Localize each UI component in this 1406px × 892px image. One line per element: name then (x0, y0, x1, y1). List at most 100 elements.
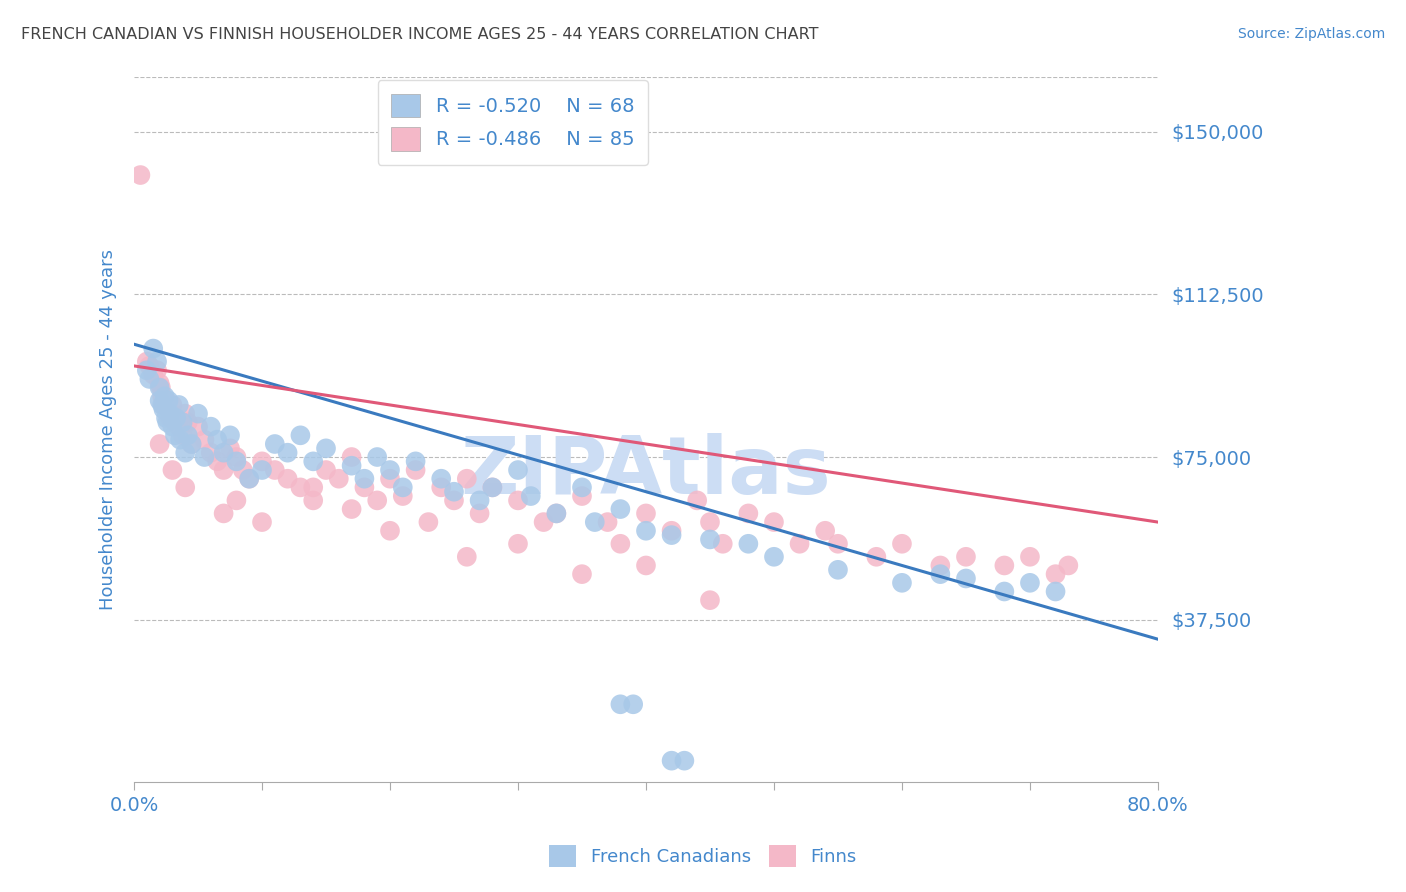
Point (699, 515, 721, 529)
Point (456, 549, 478, 564)
Point (1045, 567, 1067, 582)
Point (571, 567, 593, 582)
Point (177, 415, 200, 429)
Point (153, 389, 176, 403)
Point (177, 428, 200, 442)
Point (468, 493, 491, 508)
Point (546, 507, 568, 521)
Point (159, 407, 181, 421)
Point (142, 342, 165, 356)
Point (673, 754, 696, 768)
Point (157, 402, 180, 417)
Point (340, 458, 363, 473)
Point (180, 437, 202, 451)
Point (149, 381, 172, 395)
Point (634, 558, 657, 573)
Point (302, 493, 325, 508)
Point (634, 507, 657, 521)
Y-axis label: Householder Income Ages 25 - 44 years: Householder Income Ages 25 - 44 years (100, 250, 117, 610)
Point (162, 463, 184, 477)
Point (405, 454, 427, 468)
Point (263, 463, 285, 477)
Point (138, 359, 160, 373)
Point (481, 480, 503, 494)
Point (200, 419, 222, 434)
Point (827, 537, 849, 551)
Point (340, 450, 363, 464)
Point (699, 593, 721, 607)
Point (891, 575, 914, 590)
Point (219, 428, 242, 442)
Point (205, 433, 228, 447)
Point (250, 515, 273, 529)
Legend: R = -0.520    N = 68, R = -0.486    N = 85: R = -0.520 N = 68, R = -0.486 N = 85 (378, 80, 648, 164)
Point (193, 433, 215, 447)
Point (468, 507, 491, 521)
Point (250, 463, 273, 477)
Point (212, 507, 235, 521)
Point (609, 502, 631, 516)
Point (277, 445, 299, 459)
Point (174, 407, 197, 421)
Point (187, 407, 209, 421)
Point (391, 489, 413, 503)
Point (162, 419, 184, 434)
Point (156, 415, 179, 429)
Point (762, 549, 785, 564)
Point (993, 558, 1015, 573)
Point (865, 549, 887, 564)
Point (661, 528, 683, 542)
Point (737, 537, 759, 551)
Point (699, 533, 721, 547)
Point (762, 515, 785, 529)
Point (1019, 575, 1042, 590)
Point (621, 698, 644, 712)
Point (609, 537, 631, 551)
Point (366, 493, 388, 508)
Text: ZIPAtlas: ZIPAtlas (461, 434, 831, 511)
Point (193, 450, 215, 464)
Point (225, 493, 247, 508)
Point (378, 472, 401, 486)
Point (149, 437, 172, 451)
Point (157, 393, 180, 408)
Point (405, 463, 427, 477)
Point (277, 472, 299, 486)
Point (506, 463, 529, 477)
Point (737, 507, 759, 521)
Legend: French Canadians, Finns: French Canadians, Finns (543, 838, 863, 874)
Point (315, 442, 337, 456)
Point (340, 502, 363, 516)
Point (250, 454, 273, 468)
Point (891, 537, 914, 551)
Point (571, 489, 593, 503)
Point (634, 524, 657, 538)
Point (149, 376, 172, 391)
Point (456, 472, 478, 486)
Point (302, 454, 325, 468)
Point (814, 524, 837, 538)
Point (546, 507, 568, 521)
Point (155, 393, 177, 408)
Point (238, 472, 260, 486)
Point (430, 480, 453, 494)
Point (1057, 558, 1080, 573)
Point (165, 411, 187, 425)
Point (180, 437, 202, 451)
Point (443, 484, 465, 499)
Point (212, 463, 235, 477)
Point (1019, 549, 1042, 564)
Point (609, 698, 631, 712)
Point (391, 480, 413, 494)
Point (571, 480, 593, 494)
Point (290, 428, 312, 442)
Point (661, 524, 683, 538)
Point (169, 433, 191, 447)
Point (174, 480, 197, 494)
Point (174, 445, 197, 459)
Point (172, 415, 194, 429)
Point (146, 354, 169, 368)
Point (162, 398, 184, 412)
Point (506, 537, 529, 551)
Point (138, 372, 160, 386)
